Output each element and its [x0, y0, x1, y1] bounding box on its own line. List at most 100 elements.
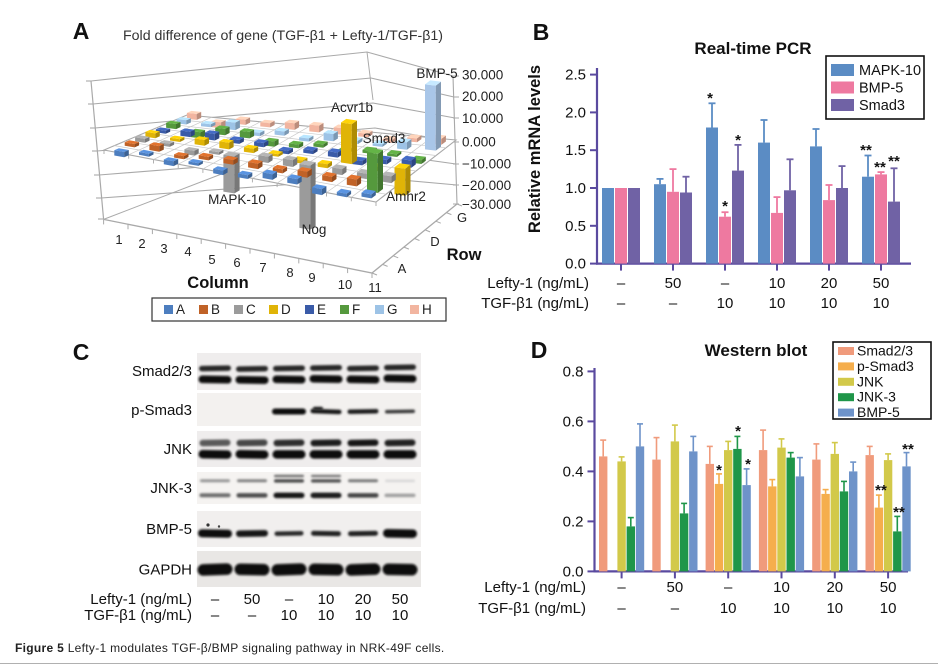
svg-text:10: 10	[873, 295, 890, 312]
svg-text:1.0: 1.0	[565, 180, 586, 197]
svg-text:C: C	[73, 339, 90, 365]
svg-text:*: *	[745, 456, 751, 473]
svg-text:1.5: 1.5	[565, 142, 586, 159]
svg-text:20.000: 20.000	[462, 89, 503, 104]
svg-text:H: H	[422, 302, 432, 317]
svg-text:Column: Column	[187, 274, 248, 292]
svg-text:Smad3: Smad3	[859, 98, 905, 114]
svg-text:10: 10	[880, 600, 897, 617]
svg-text:10: 10	[318, 607, 335, 624]
svg-text:JNK-3: JNK-3	[150, 480, 192, 497]
svg-text:–: –	[721, 275, 730, 292]
svg-text:50: 50	[667, 579, 684, 596]
svg-text:Relative mRNA levels: Relative mRNA levels	[526, 65, 544, 233]
svg-text:A: A	[398, 261, 407, 276]
svg-text:10: 10	[392, 607, 409, 624]
svg-text:2.5: 2.5	[565, 67, 586, 84]
svg-text:TGF-β1 (ng/mL): TGF-β1 (ng/mL)	[84, 607, 192, 624]
svg-text:6: 6	[233, 255, 240, 270]
svg-text:Amhr2: Amhr2	[386, 189, 426, 204]
svg-text:10: 10	[821, 295, 838, 312]
svg-text:BMP-5: BMP-5	[416, 66, 457, 81]
svg-text:GAPDH: GAPDH	[139, 562, 192, 579]
svg-text:50: 50	[392, 591, 409, 608]
svg-text:10: 10	[826, 600, 843, 617]
svg-text:*: *	[722, 198, 728, 215]
svg-text:20: 20	[821, 275, 838, 292]
svg-text:Western blot: Western blot	[705, 341, 808, 360]
svg-text:JNK: JNK	[857, 373, 884, 389]
svg-text:–: –	[248, 607, 257, 624]
svg-text:0.2: 0.2	[563, 513, 584, 530]
svg-text:10: 10	[773, 600, 790, 617]
svg-text:–: –	[617, 275, 626, 292]
svg-text:**: **	[860, 142, 872, 159]
svg-text:Lefty-1 (ng/mL): Lefty-1 (ng/mL)	[487, 275, 589, 292]
svg-text:G: G	[457, 210, 467, 225]
svg-text:0.8: 0.8	[563, 363, 584, 380]
svg-text:p-Smad3: p-Smad3	[131, 402, 192, 419]
svg-text:10: 10	[318, 591, 335, 608]
svg-text:10: 10	[338, 277, 352, 292]
svg-text:–: –	[285, 591, 294, 608]
svg-text:–: –	[669, 295, 678, 312]
svg-text:Smad2/3: Smad2/3	[857, 343, 913, 359]
svg-text:20: 20	[826, 579, 843, 596]
svg-text:BMP-5: BMP-5	[859, 81, 903, 97]
svg-text:*: *	[707, 90, 713, 107]
svg-text:10: 10	[355, 607, 372, 624]
svg-text:0.5: 0.5	[565, 218, 586, 235]
svg-text:0.0: 0.0	[563, 563, 584, 580]
svg-text:TGF-β1 (ng/mL): TGF-β1 (ng/mL)	[478, 600, 586, 617]
svg-text:30.000: 30.000	[462, 67, 503, 82]
svg-text:Nog: Nog	[302, 222, 327, 237]
svg-text:0.000: 0.000	[462, 134, 496, 149]
svg-text:MAPK-10: MAPK-10	[208, 192, 266, 207]
svg-text:Smad2/3: Smad2/3	[132, 363, 192, 380]
svg-text:D: D	[281, 302, 291, 317]
svg-text:3: 3	[160, 241, 167, 256]
svg-text:Lefty-1 (ng/mL): Lefty-1 (ng/mL)	[484, 579, 586, 596]
svg-text:**: **	[875, 482, 887, 499]
svg-text:2.0: 2.0	[565, 104, 586, 121]
svg-text:**: **	[888, 153, 900, 170]
svg-text:Fold difference of gene (TGF-β: Fold difference of gene (TGF-β1 + Lefty-…	[123, 28, 443, 44]
svg-text:10.000: 10.000	[462, 111, 503, 126]
svg-text:G: G	[387, 302, 398, 317]
svg-text:4: 4	[184, 244, 191, 259]
svg-text:C: C	[246, 302, 256, 317]
svg-text:5: 5	[208, 252, 215, 267]
svg-text:–: –	[211, 591, 220, 608]
svg-text:10: 10	[773, 579, 790, 596]
svg-text:**: **	[902, 441, 914, 458]
svg-text:BMP-5: BMP-5	[857, 404, 900, 420]
svg-text:–: –	[617, 579, 626, 596]
svg-text:10: 10	[769, 275, 786, 292]
svg-text:D: D	[531, 337, 548, 363]
svg-text:0.6: 0.6	[563, 413, 584, 430]
svg-text:JNK: JNK	[164, 441, 192, 458]
svg-text:8: 8	[286, 265, 293, 280]
svg-text:*: *	[735, 132, 741, 149]
svg-text:E: E	[317, 302, 326, 317]
svg-text:10: 10	[720, 600, 737, 617]
svg-text:F: F	[352, 302, 360, 317]
svg-text:Figure 5 Lefty-1 modulates TGF: Figure 5 Lefty-1 modulates TGF-β/BMP sig…	[15, 641, 445, 655]
svg-text:–: –	[617, 295, 626, 312]
svg-text:50: 50	[873, 275, 890, 292]
svg-text:50: 50	[880, 579, 897, 596]
svg-text:20: 20	[355, 591, 372, 608]
svg-text:TGF-β1 (ng/mL): TGF-β1 (ng/mL)	[481, 295, 589, 312]
svg-text:–: –	[671, 600, 680, 617]
svg-text:–: –	[724, 579, 733, 596]
svg-text:–: –	[617, 600, 626, 617]
svg-text:9: 9	[308, 270, 315, 285]
svg-text:**: **	[874, 159, 886, 176]
svg-text:A: A	[176, 302, 185, 317]
svg-text:10: 10	[769, 295, 786, 312]
svg-text:10: 10	[717, 295, 734, 312]
svg-text:Real-time PCR: Real-time PCR	[694, 39, 811, 58]
svg-text:Smad3: Smad3	[363, 131, 406, 146]
svg-text:0.0: 0.0	[565, 256, 586, 273]
svg-text:0.4: 0.4	[563, 463, 584, 480]
